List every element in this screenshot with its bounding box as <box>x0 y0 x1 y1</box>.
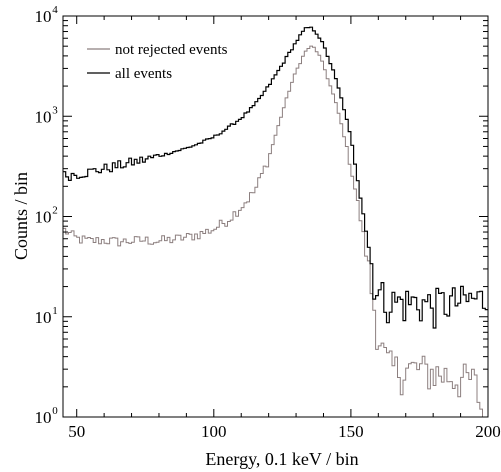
y-tick-exponent: 3 <box>52 104 58 116</box>
x-tick-label: 150 <box>338 422 364 441</box>
series-layer <box>63 26 488 418</box>
legend-label-all-events: all events <box>115 66 172 82</box>
y-axis-title: Counts / bin <box>11 172 31 260</box>
y-tick-exponent: 4 <box>52 4 58 16</box>
y-tick-exponent: 2 <box>52 205 58 217</box>
y-tick-label: 10 <box>35 208 52 227</box>
x-axis-title: Energy, 0.1 keV / bin <box>205 449 358 469</box>
y-tick-exponent: 0 <box>52 405 58 417</box>
legend: not rejected events all events <box>87 42 228 82</box>
series-line-not-rejected-events <box>63 45 488 418</box>
y-tick-label: 10 <box>35 408 52 427</box>
y-tick-exponent: 1 <box>52 305 58 317</box>
x-tick-label: 50 <box>68 422 85 441</box>
legend-label-not-rejected: not rejected events <box>115 42 228 58</box>
x-tick-label: 100 <box>201 422 227 441</box>
y-tick-label: 10 <box>35 308 52 327</box>
x-tick-label: 200 <box>475 422 501 441</box>
y-tick-label: 10 <box>35 107 52 126</box>
y-tick-label: 10 <box>35 7 52 26</box>
series-line-all-events <box>63 26 488 329</box>
